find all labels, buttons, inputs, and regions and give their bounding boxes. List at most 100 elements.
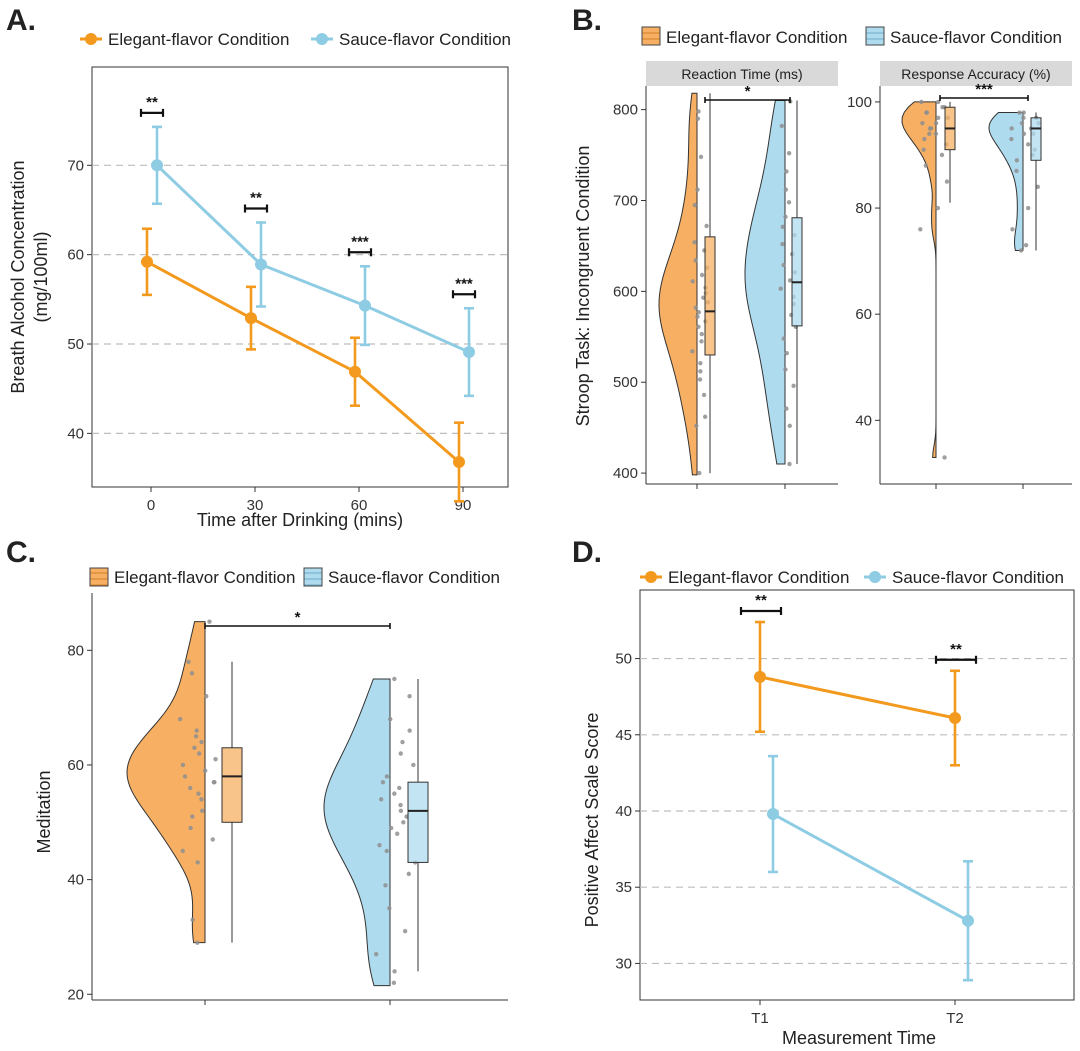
raw-point-elegant bbox=[692, 202, 698, 208]
series-line-elegant bbox=[759, 675, 956, 720]
raw-point-elegant bbox=[927, 131, 932, 136]
raw-point-elegant bbox=[195, 860, 200, 865]
box-elegant bbox=[704, 236, 716, 356]
raw-point-elegant bbox=[939, 152, 945, 158]
raw-point-sauce bbox=[378, 797, 384, 802]
y-axis-label-c: Meditation bbox=[34, 770, 54, 853]
raw-point-sauce bbox=[781, 336, 787, 341]
legend-c-elegant-swatch bbox=[89, 567, 109, 587]
box-sauce bbox=[791, 217, 803, 327]
raw-point-sauce bbox=[406, 871, 411, 877]
raw-point-elegant bbox=[190, 917, 195, 922]
raw-point-elegant bbox=[195, 940, 200, 945]
x-tick-label: T1 bbox=[751, 1010, 769, 1027]
raw-point-elegant bbox=[213, 757, 218, 762]
raw-point-sauce bbox=[783, 214, 788, 220]
raw-point-sauce bbox=[392, 676, 397, 682]
raw-point-elegant bbox=[180, 848, 185, 854]
y-tick-label: 50 bbox=[615, 651, 632, 668]
raw-point-sauce bbox=[380, 779, 386, 785]
raw-point-elegant bbox=[704, 223, 709, 229]
data-point-sauce bbox=[962, 914, 974, 927]
y-tick-label: 80 bbox=[855, 200, 872, 217]
data-point-elegant bbox=[245, 312, 257, 325]
panel-c: C. Elegant-flavor Condition Sauce-flavor… bbox=[6, 536, 508, 1005]
legend-d-sauce-marker bbox=[864, 571, 886, 583]
y-tick-label: 60 bbox=[67, 757, 84, 774]
raw-point-sauce bbox=[391, 980, 397, 986]
data-point-sauce bbox=[359, 299, 371, 312]
raw-point-elegant bbox=[690, 279, 695, 284]
y-tick-label: 100 bbox=[847, 94, 872, 111]
panel-label-b: B. bbox=[572, 4, 602, 37]
raw-point-elegant bbox=[699, 272, 705, 278]
raw-point-sauce bbox=[1021, 131, 1027, 136]
raw-point-sauce bbox=[780, 241, 785, 247]
plot-b-accuracy: 40 60 80 100 *** bbox=[847, 81, 1072, 489]
plot-d: 30 35 40 45 50 T1 T2 ** ** bbox=[615, 589, 1075, 1027]
significance-label: *** bbox=[351, 233, 369, 250]
y-tick-label: 700 bbox=[613, 192, 638, 209]
raw-point-sauce bbox=[786, 151, 792, 156]
facet-strip-reaction bbox=[646, 61, 838, 86]
raw-point-sauce bbox=[787, 461, 792, 467]
raw-point-elegant bbox=[696, 324, 701, 329]
raw-point-sauce bbox=[397, 785, 402, 791]
x-tick-label: 0 bbox=[147, 497, 155, 514]
y-tick-label: 20 bbox=[67, 986, 84, 1003]
raw-point-elegant bbox=[698, 360, 703, 366]
panel-d: D. Elegant-flavor Condition Sauce-flavor… bbox=[572, 536, 1075, 1048]
facet-title-reaction: Reaction Time (ms) bbox=[681, 66, 802, 82]
raw-point-sauce bbox=[384, 848, 389, 854]
raw-point-sauce bbox=[784, 169, 789, 174]
violin-sauce bbox=[988, 112, 1024, 252]
raw-point-sauce bbox=[784, 350, 789, 356]
raw-point-sauce bbox=[400, 739, 405, 745]
raw-point-elegant bbox=[186, 659, 191, 664]
raw-point-elegant bbox=[196, 751, 202, 756]
legend-a: Elegant-flavor Condition Sauce-flavor Co… bbox=[80, 30, 511, 49]
y-axis-label-d: Positive Affect Scale Score bbox=[582, 713, 602, 928]
raw-point-elegant bbox=[921, 147, 926, 152]
panel-label-a: A. bbox=[6, 4, 36, 37]
y-tick-label: 80 bbox=[67, 642, 84, 659]
raw-point-sauce bbox=[1009, 126, 1014, 131]
raw-point-sauce bbox=[398, 802, 403, 808]
y-tick-label: 70 bbox=[67, 157, 84, 174]
raw-point-elegant bbox=[188, 825, 193, 831]
y-tick-label: 500 bbox=[613, 374, 638, 391]
x-axis-a: 0 30 60 90 bbox=[147, 487, 471, 514]
y-axis-a: 40 50 60 70 bbox=[67, 157, 92, 442]
raw-point-sauce bbox=[783, 187, 789, 192]
raw-point-elegant bbox=[702, 414, 708, 419]
raw-point-sauce bbox=[398, 751, 403, 756]
legend-b-elegant-label: Elegant-flavor Condition bbox=[666, 28, 847, 47]
significance-label: ** bbox=[755, 592, 767, 609]
raw-point-elegant bbox=[698, 154, 704, 160]
plot-c: 20 40 60 80 * bbox=[67, 593, 508, 1005]
raw-point-elegant bbox=[695, 187, 700, 192]
raw-point-elegant bbox=[696, 109, 701, 114]
legend-b-sauce-label: Sauce-flavor Condition bbox=[890, 28, 1062, 47]
raw-point-elegant bbox=[192, 745, 197, 750]
data-point-sauce bbox=[463, 346, 475, 359]
raw-point-elegant bbox=[193, 734, 199, 739]
raw-point-elegant bbox=[928, 126, 934, 131]
legend-c-sauce-swatch bbox=[303, 567, 323, 587]
box-elegant bbox=[221, 747, 243, 823]
violin-elegant bbox=[901, 101, 937, 458]
legend-a-elegant-marker bbox=[80, 33, 102, 45]
raw-point-elegant bbox=[935, 205, 941, 211]
raw-point-sauce bbox=[388, 716, 393, 722]
raw-point-sauce bbox=[1025, 142, 1031, 147]
series-line-elegant bbox=[146, 260, 460, 464]
raw-point-sauce bbox=[383, 883, 388, 888]
raw-point-sauce bbox=[411, 762, 416, 768]
raw-point-sauce bbox=[781, 262, 786, 268]
legend-c-sauce-label: Sauce-flavor Condition bbox=[328, 568, 500, 587]
raw-point-elegant bbox=[189, 671, 195, 676]
raw-point-elegant bbox=[690, 349, 695, 354]
raw-point-sauce bbox=[407, 693, 412, 699]
legend-d: Elegant-flavor Condition Sauce-flavor Co… bbox=[640, 568, 1064, 587]
